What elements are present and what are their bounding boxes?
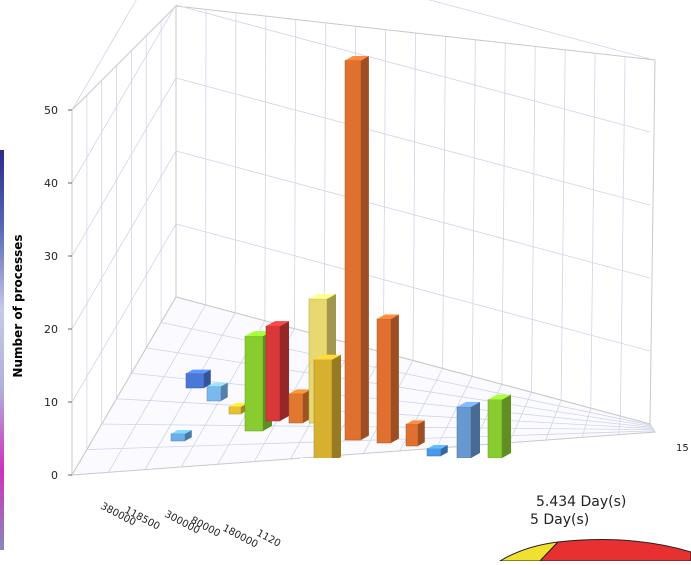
bar-2[interactable] [186, 370, 211, 388]
depth-tick-label: 15 [676, 443, 689, 454]
bar-front [171, 434, 185, 441]
bar-9[interactable] [314, 355, 341, 462]
bar-front [229, 407, 241, 414]
bar-front [377, 319, 391, 443]
bar-side [332, 355, 341, 462]
y-tick-label: 30 [44, 250, 58, 263]
bar-side [391, 315, 399, 443]
tooltip-overlay: 5.434 Day(s) 5 Day(s) [300, 458, 691, 561]
y-tick-label: 0 [51, 469, 58, 482]
bar-front [186, 373, 204, 388]
tooltip-value-secondary: 5 Day(s) [530, 512, 589, 528]
bar-front [457, 407, 471, 458]
pie-slice-red [540, 540, 691, 561]
x-tick-label: 1120 [255, 528, 283, 550]
bar-6[interactable] [266, 321, 289, 421]
bar-front [207, 386, 221, 401]
bar-14[interactable] [457, 402, 480, 458]
bar-side [361, 56, 369, 440]
tooltip-value-primary: 5.434 Day(s) [536, 494, 626, 510]
y-tick-label: 40 [44, 177, 58, 190]
bar-12[interactable] [406, 420, 425, 446]
bar-side [418, 420, 425, 446]
bar-front [406, 424, 418, 446]
bar-front [314, 360, 332, 462]
bar-front [427, 449, 441, 456]
y-tick-label: 10 [44, 396, 58, 409]
bar-front [289, 394, 303, 423]
x-tick-label: 80000 [189, 515, 222, 540]
y-tick-label: 50 [44, 104, 58, 117]
y-tick-label: 20 [44, 323, 58, 336]
window-edge-stripe [0, 150, 4, 550]
bar-front [488, 400, 502, 458]
bar-7[interactable] [289, 389, 311, 423]
y-axis-label: Number of processes [11, 234, 25, 377]
bar-front [345, 60, 361, 440]
bar-3[interactable] [207, 383, 228, 401]
bar-side [471, 402, 480, 458]
bar-side [502, 395, 511, 458]
bar-11[interactable] [377, 315, 399, 443]
bar-front [245, 336, 263, 431]
bar-side [280, 321, 289, 421]
bar-10[interactable] [345, 56, 369, 440]
pie-chart-fragment [300, 458, 691, 561]
bar-15[interactable] [488, 395, 511, 458]
bar-front [266, 326, 280, 421]
x-tick-label: 180000 [221, 523, 260, 551]
